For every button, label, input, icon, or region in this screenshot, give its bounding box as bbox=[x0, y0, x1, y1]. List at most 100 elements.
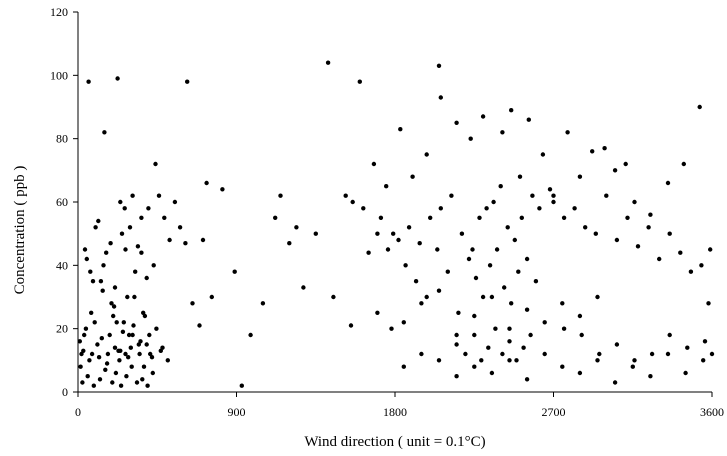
data-point bbox=[657, 256, 662, 262]
data-point bbox=[96, 218, 101, 224]
data-point bbox=[516, 269, 521, 274]
data-point bbox=[126, 355, 131, 360]
data-point bbox=[708, 247, 713, 252]
data-point bbox=[547, 187, 553, 192]
data-point bbox=[85, 374, 90, 379]
data-point bbox=[122, 206, 127, 211]
data-point bbox=[524, 377, 530, 382]
data-point bbox=[667, 332, 672, 338]
data-point bbox=[683, 370, 688, 376]
x-tick-label: 3600 bbox=[700, 405, 724, 419]
data-point bbox=[419, 351, 424, 357]
data-point bbox=[82, 332, 87, 338]
data-point bbox=[512, 237, 517, 243]
data-point bbox=[350, 199, 355, 205]
data-point bbox=[325, 60, 331, 65]
data-point bbox=[119, 231, 125, 236]
data-point bbox=[649, 351, 655, 357]
data-point bbox=[699, 263, 704, 268]
data-point bbox=[614, 237, 620, 243]
data-point bbox=[685, 345, 690, 350]
data-point bbox=[646, 225, 651, 230]
x-tick-label: 900 bbox=[228, 405, 246, 419]
data-point bbox=[126, 332, 132, 338]
data-point bbox=[78, 364, 83, 369]
data-point bbox=[419, 301, 424, 306]
data-point bbox=[91, 383, 97, 388]
x-axis-title: Wind direction ( unit = 0.1°C) bbox=[304, 434, 485, 450]
data-point bbox=[128, 345, 133, 350]
data-point bbox=[590, 149, 595, 154]
data-point bbox=[424, 152, 429, 157]
data-point bbox=[526, 117, 531, 122]
data-point bbox=[417, 241, 422, 246]
data-point bbox=[398, 127, 403, 132]
data-point bbox=[565, 130, 570, 135]
data-point bbox=[118, 199, 123, 205]
data-point bbox=[403, 263, 408, 268]
data-point bbox=[117, 358, 122, 363]
data-point bbox=[151, 263, 156, 268]
data-point bbox=[514, 358, 519, 363]
data-point bbox=[121, 320, 127, 325]
data-point bbox=[146, 206, 151, 211]
data-point bbox=[145, 383, 150, 388]
data-point bbox=[494, 247, 500, 252]
data-point bbox=[540, 152, 546, 157]
data-point bbox=[507, 339, 512, 344]
data-point bbox=[449, 193, 454, 198]
data-point bbox=[115, 76, 120, 81]
data-point bbox=[111, 304, 117, 309]
data-point bbox=[389, 326, 394, 331]
data-point bbox=[406, 225, 412, 230]
data-point bbox=[273, 215, 278, 220]
data-point bbox=[185, 79, 190, 84]
data-point bbox=[560, 301, 565, 306]
data-point bbox=[110, 380, 115, 385]
data-point bbox=[470, 247, 475, 252]
ticks: 0 20 40 60 80 100 120 0 900 1800 2700 3600 bbox=[50, 5, 724, 419]
data-point bbox=[147, 332, 152, 338]
data-point bbox=[579, 332, 584, 338]
data-point bbox=[135, 244, 141, 249]
data-point bbox=[348, 323, 354, 328]
data-point bbox=[519, 215, 524, 220]
data-point bbox=[572, 206, 577, 211]
data-point bbox=[517, 174, 523, 179]
data-point bbox=[139, 215, 144, 220]
data-point bbox=[454, 332, 459, 338]
data-point bbox=[625, 215, 630, 220]
data-point bbox=[294, 225, 299, 230]
data-point bbox=[396, 237, 401, 243]
data-point bbox=[102, 130, 107, 135]
data-point bbox=[507, 326, 512, 331]
data-point bbox=[313, 231, 318, 236]
data-point bbox=[530, 193, 535, 198]
data-point bbox=[479, 358, 484, 363]
data-point bbox=[287, 241, 292, 246]
data-point bbox=[489, 370, 495, 376]
data-point bbox=[391, 231, 396, 236]
data-point bbox=[124, 374, 129, 379]
data-point bbox=[80, 380, 85, 385]
data-point bbox=[79, 351, 84, 357]
data-point bbox=[301, 285, 306, 290]
data-point bbox=[533, 279, 539, 284]
data-point bbox=[542, 320, 547, 325]
data-point bbox=[595, 294, 600, 300]
data-point bbox=[204, 180, 209, 186]
data-point bbox=[366, 250, 371, 255]
data-point bbox=[597, 351, 602, 357]
data-point bbox=[154, 326, 159, 331]
data-point bbox=[132, 294, 137, 300]
data-point bbox=[561, 326, 567, 331]
data-point bbox=[384, 184, 389, 189]
data-point bbox=[133, 269, 138, 274]
data-point bbox=[593, 231, 598, 236]
data-point bbox=[401, 320, 406, 325]
data-point bbox=[528, 332, 533, 338]
data-point bbox=[623, 161, 628, 167]
data-point bbox=[200, 237, 206, 243]
data-point bbox=[107, 332, 112, 338]
